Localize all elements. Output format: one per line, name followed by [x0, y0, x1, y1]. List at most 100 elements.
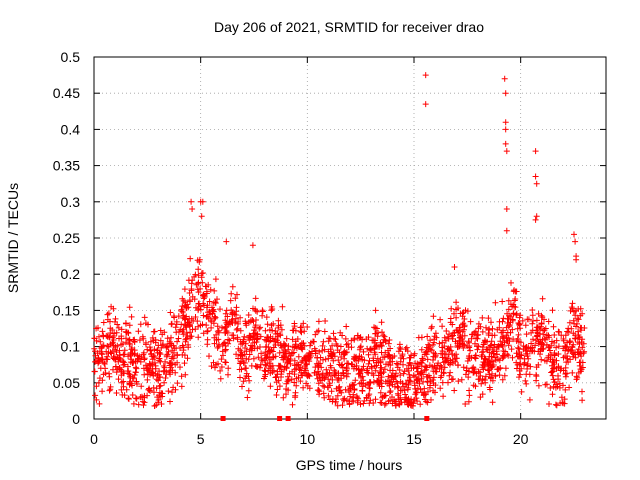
data-point [148, 350, 155, 357]
data-point [91, 368, 98, 375]
data-point [227, 297, 234, 304]
data-point [124, 363, 131, 370]
data-point [131, 338, 138, 345]
data-point [385, 340, 392, 347]
data-point [542, 381, 549, 388]
data-point [344, 397, 350, 404]
data-point [293, 375, 300, 382]
data-point [366, 357, 373, 364]
data-point [534, 324, 541, 331]
data-point [105, 343, 112, 350]
data-point [428, 396, 434, 403]
data-point [157, 374, 164, 380]
data-point [167, 398, 173, 405]
data-point [475, 331, 482, 338]
data-point [513, 312, 520, 318]
data-point [502, 119, 509, 126]
data-point [163, 368, 170, 375]
data-point [269, 369, 276, 375]
data-point [126, 304, 133, 311]
data-point [100, 371, 107, 378]
data-point [381, 401, 388, 408]
data-point [386, 382, 393, 389]
data-point [222, 310, 229, 317]
data-point [273, 373, 280, 380]
data-point [285, 357, 292, 364]
data-point [185, 341, 192, 348]
data-point [197, 306, 204, 313]
data-point [427, 337, 434, 344]
data-point [565, 329, 572, 336]
data-point [372, 367, 379, 374]
data-point [341, 397, 347, 404]
data-point [510, 288, 517, 295]
data-point [541, 327, 548, 334]
data-point [276, 366, 283, 372]
data-point [385, 347, 391, 354]
data-point [468, 354, 475, 361]
data-point [132, 395, 139, 402]
data-point [405, 377, 411, 384]
data-point [336, 361, 343, 368]
data-point [128, 313, 135, 320]
data-point [181, 286, 188, 293]
data-point [503, 206, 510, 212]
data-point [346, 400, 353, 407]
data-point [573, 373, 580, 380]
data-point [327, 335, 334, 342]
data-point [179, 295, 186, 302]
data-point [365, 351, 372, 358]
data-point [272, 342, 279, 348]
data-point [259, 307, 266, 314]
data-point [299, 372, 306, 379]
data-point [526, 396, 533, 403]
data-point [302, 365, 309, 372]
data-point [378, 400, 385, 406]
data-point [316, 348, 323, 355]
data-point [129, 392, 136, 398]
data-point [110, 355, 117, 362]
data-point [206, 308, 213, 315]
data-point [251, 345, 258, 352]
data-point [551, 332, 558, 338]
data-point [123, 339, 129, 346]
data-point [384, 377, 391, 384]
data-point [532, 148, 539, 155]
data-point [432, 354, 439, 360]
data-point [545, 352, 552, 359]
data-point [333, 396, 339, 403]
data-point [483, 324, 489, 331]
data-point [187, 255, 194, 262]
data-point [446, 372, 453, 379]
data-point [499, 343, 506, 350]
data-point [528, 348, 535, 355]
data-point [427, 378, 434, 385]
data-point [360, 400, 367, 407]
data-point [204, 313, 211, 320]
data-point [470, 369, 477, 376]
data-point [573, 256, 580, 263]
data-point [321, 328, 328, 335]
data-point [397, 346, 404, 353]
data-point [176, 328, 182, 335]
data-point [551, 379, 558, 385]
data-point [392, 402, 399, 409]
data-point [181, 360, 188, 367]
data-point [367, 397, 374, 404]
data-point [555, 363, 562, 370]
data-point [293, 382, 300, 389]
data-point [465, 368, 472, 375]
data-point [243, 348, 250, 355]
data-point [96, 357, 103, 364]
data-point [549, 307, 556, 314]
data-point [213, 337, 220, 343]
data-point [298, 359, 305, 366]
data-point [396, 367, 403, 373]
data-point [250, 330, 257, 337]
data-point [285, 387, 292, 394]
data-point [368, 347, 374, 354]
chart-title: Day 206 of 2021, SRMTID for receiver dra… [214, 19, 484, 35]
data-point [293, 365, 300, 372]
data-point [266, 365, 273, 372]
data-point [465, 398, 472, 405]
